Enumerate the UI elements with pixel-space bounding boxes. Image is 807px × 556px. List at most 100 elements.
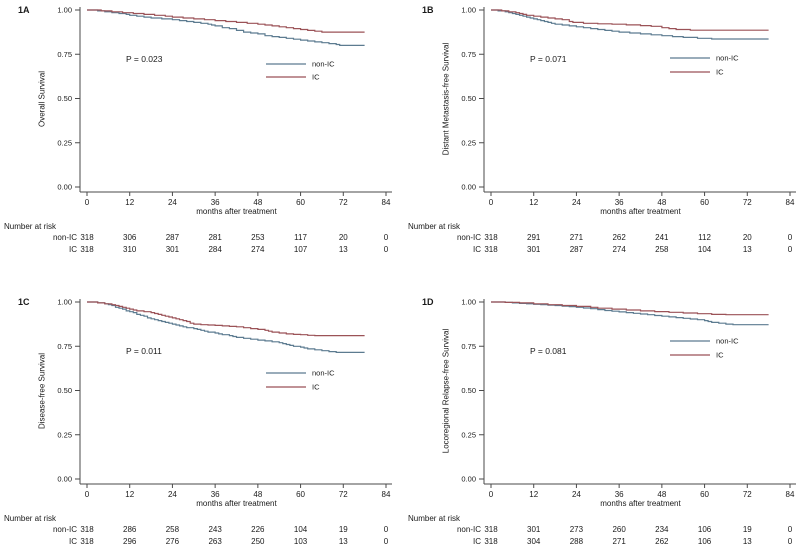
y-axis-label: Disease-free Survival — [37, 352, 47, 430]
x-tick-label: 84 — [786, 490, 795, 499]
y-tick-label: 0.75 — [461, 50, 476, 59]
km-curve-IC — [87, 9, 365, 33]
risk-count: 0 — [787, 525, 793, 534]
risk-row-ic: IC 318 296 276 263 250 103 13 0 — [0, 537, 404, 549]
risk-count: 104 — [697, 244, 712, 254]
risk-row-label: non-IC — [52, 525, 77, 534]
y-tick-label: 0.50 — [461, 386, 476, 395]
y-tick-label: 0.00 — [57, 183, 72, 192]
y-tick-label: 0.75 — [461, 342, 476, 351]
risk-count: 274 — [612, 244, 626, 254]
risk-count: 318 — [484, 244, 498, 254]
y-axis-label: Overall Survival — [37, 70, 47, 128]
x-tick-label: 84 — [382, 490, 391, 499]
risk-table-title: Number at risk — [4, 514, 57, 523]
risk-count: 318 — [484, 536, 498, 546]
km-curve-IC — [87, 301, 365, 337]
x-tick-label: 36 — [615, 490, 624, 499]
y-tick-label: 0.25 — [57, 430, 72, 439]
p-value: P = 0.011 — [126, 346, 162, 356]
x-tick-label: 0 — [489, 490, 494, 499]
risk-count: 310 — [123, 244, 137, 254]
y-tick-label: 0.00 — [461, 183, 476, 192]
p-value: P = 0.081 — [530, 346, 567, 356]
risk-count: 13 — [338, 244, 348, 254]
x-tick-label: 24 — [572, 198, 581, 207]
risk-count: 117 — [294, 233, 307, 242]
y-tick-label: 0.25 — [461, 430, 476, 439]
risk-count: 106 — [697, 525, 712, 534]
x-tick-label: 24 — [572, 490, 581, 499]
x-axis-title: months after treatment — [600, 207, 681, 216]
risk-count: 301 — [527, 244, 541, 254]
risk-count: 19 — [338, 525, 348, 534]
risk-row-label: IC — [69, 244, 77, 254]
risk-count: 226 — [251, 525, 265, 534]
risk-count: 281 — [208, 233, 222, 242]
km-curve-non-IC — [491, 9, 769, 40]
x-axis-title: months after treatment — [196, 499, 277, 508]
x-tick-label: 36 — [615, 198, 624, 207]
risk-count: 107 — [293, 244, 308, 254]
y-axis-label: Distant Metastasis-free Survival — [441, 42, 451, 156]
km-curve-non-IC — [491, 301, 769, 326]
risk-count: 13 — [742, 536, 752, 546]
y-tick-label: 0.75 — [57, 342, 72, 351]
legend-label-non-IC: non-IC — [312, 60, 335, 69]
survival-plot-svg: 1.00 0.75 0.50 0.25 0.00 0 12 24 36 48 60 72 84 month… — [461, 6, 796, 216]
y-tick-label: 0.50 — [57, 386, 72, 395]
number-at-risk-table: Number at risk non-IC 318 306 287 281 253 117… — [0, 222, 404, 256]
x-tick-label: 72 — [339, 198, 348, 207]
risk-count: 286 — [123, 525, 137, 534]
panel-label: 1D — [422, 297, 434, 307]
risk-count: 0 — [787, 233, 793, 242]
x-tick-label: 84 — [786, 198, 795, 207]
risk-count: 243 — [208, 525, 222, 534]
risk-count: 262 — [655, 536, 669, 546]
x-tick-label: 60 — [700, 198, 709, 207]
risk-row-non-ic: non-IC 318 301 273 260 234 106 19 0 — [404, 525, 807, 537]
legend-label-IC: IC — [716, 68, 724, 77]
risk-row-non-ic: non-IC 318 291 271 262 241 112 20 0 — [404, 233, 807, 245]
y-tick-label: 0.25 — [461, 138, 476, 147]
x-tick-label: 12 — [529, 198, 538, 207]
x-axis-title: months after treatment — [600, 499, 681, 508]
risk-count: 13 — [338, 536, 348, 546]
survival-plot-svg: 1.00 0.75 0.50 0.25 0.00 0 12 24 36 48 60 72 84 month… — [461, 298, 796, 508]
risk-row-non-ic: non-IC 318 286 258 243 226 104 19 0 — [0, 525, 404, 537]
x-tick-label: 24 — [168, 490, 177, 499]
survival-plot-svg: 1.00 0.75 0.50 0.25 0.00 0 12 24 36 48 60 72 84 month… — [57, 6, 392, 216]
risk-count: 0 — [787, 244, 793, 254]
risk-count: 262 — [612, 233, 626, 242]
risk-count: 274 — [251, 244, 265, 254]
p-value: P = 0.071 — [530, 54, 567, 64]
risk-row-non-ic: non-IC 318 306 287 281 253 117 20 0 — [0, 233, 404, 245]
risk-count: 260 — [612, 525, 626, 534]
y-tick-label: 0.50 — [461, 94, 476, 103]
x-tick-label: 72 — [743, 490, 752, 499]
risk-count: 318 — [80, 536, 94, 546]
y-tick-label: 0.50 — [57, 94, 72, 103]
risk-count: 288 — [569, 536, 584, 546]
legend-label-non-IC: non-IC — [312, 369, 335, 378]
risk-count: 296 — [123, 536, 137, 546]
km-panel-1d: 1D Locoregional Relapse-free Survival 1.… — [404, 278, 807, 556]
risk-count: 306 — [123, 233, 137, 242]
risk-row-ic: IC 318 310 301 284 274 107 13 0 — [0, 245, 404, 257]
legend-label-IC: IC — [312, 73, 320, 82]
y-tick-label: 0.00 — [57, 475, 72, 484]
risk-count: 13 — [742, 244, 752, 254]
x-tick-label: 72 — [743, 198, 752, 207]
risk-count: 271 — [569, 233, 584, 242]
risk-count: 301 — [165, 244, 180, 254]
risk-row-label: IC — [69, 536, 77, 546]
x-tick-label: 48 — [657, 490, 666, 499]
y-tick-label: 1.00 — [461, 298, 476, 307]
risk-count: 263 — [208, 536, 222, 546]
risk-count: 20 — [742, 233, 752, 242]
km-panel-1a: 1A Overall Survival 1.00 0.75 0.50 0.25 0.00… — [0, 0, 404, 278]
x-tick-label: 12 — [529, 490, 538, 499]
risk-count: 0 — [787, 536, 793, 546]
x-tick-label: 0 — [85, 490, 90, 499]
risk-count: 271 — [612, 536, 626, 546]
